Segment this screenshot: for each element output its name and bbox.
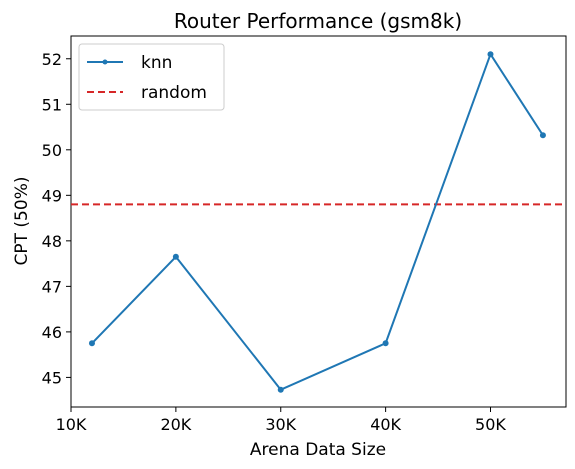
legend-item-knn: knn (87, 53, 172, 73)
x-tick-label-10K: 10K (56, 415, 87, 434)
knn-point-2 (277, 386, 284, 393)
legend-box (78, 43, 225, 111)
chart-title: Router Performance (gsm8k) (174, 9, 462, 33)
y-tick-label-49: 49 (42, 186, 62, 205)
knn-point-0 (88, 340, 95, 347)
legend: knn random (78, 43, 225, 111)
knn-series-line (91, 53, 544, 391)
x-tick-label-30K: 30K (265, 415, 296, 434)
legend-item-random: random (87, 83, 207, 103)
y-tick-label-46: 46 (42, 323, 62, 342)
legend-knn-label: knn (141, 53, 172, 73)
x-tick-label-40K: 40K (370, 415, 401, 434)
y-tick-label-47: 47 (42, 277, 62, 296)
x-axis-label: Arena Data Size (250, 440, 386, 460)
legend-random-label: random (141, 83, 207, 103)
knn-point-5 (539, 132, 546, 139)
y-axis-label: CPT (50%) (12, 177, 32, 266)
y-tick-label-52: 52 (42, 50, 62, 69)
y-tick-label-51: 51 (42, 95, 62, 114)
y-axis-ticks: 45 46 47 48 49 50 51 52 (42, 50, 71, 387)
knn-point-1 (172, 253, 179, 260)
legend-knn-marker (102, 59, 108, 65)
x-tick-label-20K: 20K (160, 415, 191, 434)
y-tick-label-50: 50 (42, 141, 62, 160)
y-tick-label-48: 48 (42, 232, 62, 251)
axes-frame (70, 35, 567, 408)
y-tick-label-45: 45 (42, 368, 62, 387)
plot-area: 10K 20K 30K 40K 50K 45 46 47 48 49 50 51 52 (42, 35, 567, 434)
series-layer (71, 51, 566, 393)
x-axis-ticks: 10K 20K 30K 40K 50K (56, 407, 506, 434)
x-tick-label-50K: 50K (475, 415, 506, 434)
knn-point-3 (382, 340, 389, 347)
knn-point-4 (487, 51, 494, 58)
